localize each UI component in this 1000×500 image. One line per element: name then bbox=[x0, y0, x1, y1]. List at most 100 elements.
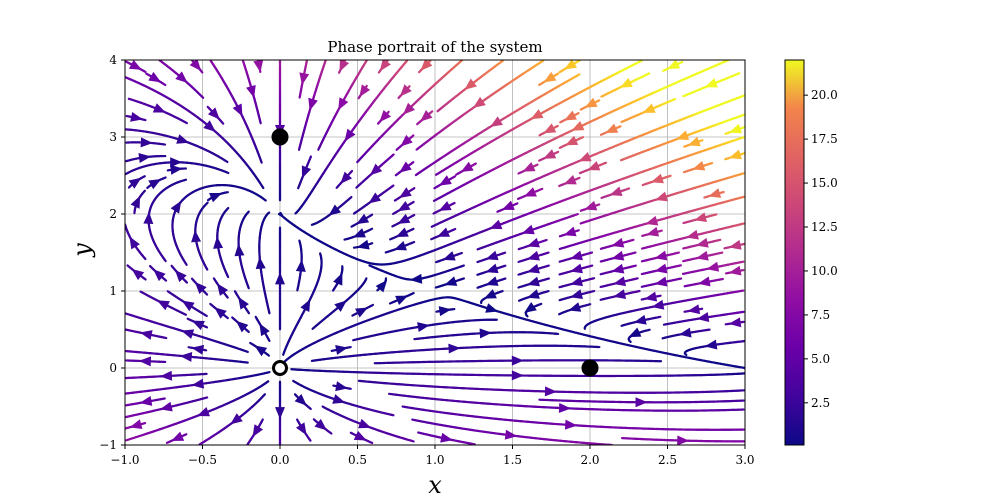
streamline-segment bbox=[350, 224, 354, 228]
streamline-arrow bbox=[511, 370, 524, 381]
streamline-arrow bbox=[333, 272, 343, 286]
streamline-arrow bbox=[255, 256, 266, 270]
streamline bbox=[432, 201, 456, 215]
streamline-arrow bbox=[655, 191, 668, 202]
streamline bbox=[387, 392, 745, 413]
streamline-arrow bbox=[490, 116, 503, 127]
streamline bbox=[282, 252, 323, 356]
streamline bbox=[213, 206, 230, 279]
streamline-segment bbox=[226, 206, 230, 210]
streamline-arrow bbox=[501, 200, 515, 210]
streamline bbox=[375, 277, 388, 293]
streamline bbox=[391, 213, 416, 228]
streamline-segment bbox=[558, 312, 562, 316]
streamline bbox=[350, 213, 374, 228]
streamline-arrow bbox=[527, 276, 540, 287]
streamline bbox=[331, 265, 344, 292]
streamline-arrow bbox=[355, 307, 368, 318]
streamline bbox=[433, 175, 457, 190]
streamline-segment bbox=[558, 184, 562, 188]
streamline-segment bbox=[352, 211, 357, 215]
streamline-arrow bbox=[645, 215, 659, 226]
streamline-segment bbox=[267, 211, 271, 215]
streamline bbox=[517, 289, 550, 302]
streamlines bbox=[125, 60, 745, 445]
streamline-arrow bbox=[485, 263, 499, 274]
streamline bbox=[517, 276, 550, 289]
streamline-segment bbox=[414, 173, 419, 177]
streamline bbox=[414, 73, 581, 177]
streamline-arrow bbox=[368, 192, 382, 204]
streamline-arrow bbox=[399, 161, 412, 173]
streamline-arrow bbox=[526, 289, 540, 299]
streamline bbox=[295, 239, 306, 292]
streamline-arrow bbox=[442, 251, 456, 261]
grid bbox=[124, 59, 746, 446]
streamline bbox=[343, 227, 374, 241]
streamline-arrow bbox=[568, 302, 582, 312]
streamline bbox=[234, 210, 250, 290]
streamline bbox=[290, 368, 745, 381]
streamline bbox=[599, 237, 635, 250]
streamline-arrow bbox=[356, 239, 370, 250]
streamline bbox=[558, 226, 580, 238]
streamline bbox=[356, 60, 464, 164]
streamline-segment bbox=[579, 209, 584, 212]
streamline-arrow bbox=[438, 306, 452, 317]
streamline-segment bbox=[455, 172, 459, 176]
streamline-arrow bbox=[275, 272, 285, 285]
streamline-arrow bbox=[570, 276, 583, 287]
streamline bbox=[558, 302, 592, 316]
streamline bbox=[558, 195, 745, 251]
streamline bbox=[434, 276, 466, 289]
streamline-segment bbox=[430, 224, 435, 228]
streamline bbox=[434, 60, 643, 176]
streamline-arrow bbox=[524, 301, 537, 313]
streamline-segment bbox=[516, 197, 521, 201]
streamline-arrow bbox=[613, 276, 627, 287]
streamline bbox=[352, 239, 374, 250]
streamline-arrow bbox=[578, 152, 592, 162]
streamline bbox=[393, 187, 416, 202]
streamline-arrow bbox=[460, 161, 474, 173]
streamline-arrow bbox=[521, 224, 535, 235]
streamline-segment bbox=[415, 147, 419, 151]
streamline bbox=[335, 169, 354, 189]
streamline-arrow bbox=[473, 96, 486, 108]
streamline-segment bbox=[525, 314, 529, 318]
streamline bbox=[476, 263, 507, 276]
streamline-arrow bbox=[523, 187, 537, 197]
streamline bbox=[416, 110, 434, 126]
streamline bbox=[599, 276, 639, 289]
streamline bbox=[558, 276, 596, 289]
streamline-segment bbox=[246, 210, 250, 214]
streamline-segment bbox=[434, 173, 439, 176]
streamline bbox=[430, 227, 457, 241]
streamline-arrow bbox=[395, 227, 409, 237]
streamline-arrow bbox=[563, 226, 577, 237]
streamline bbox=[278, 136, 745, 266]
streamline-segment bbox=[496, 210, 500, 213]
streamline-arrow bbox=[571, 121, 585, 131]
streamline-segment bbox=[394, 173, 398, 177]
streamline-segment bbox=[579, 221, 584, 225]
streamline-arrow bbox=[483, 289, 497, 299]
streamline bbox=[516, 187, 544, 201]
streamline-segment bbox=[393, 198, 398, 202]
streamline bbox=[311, 277, 368, 330]
streamline-arrow bbox=[409, 273, 423, 284]
streamline bbox=[373, 355, 663, 366]
streamline-segment bbox=[476, 260, 481, 264]
streamline-segment bbox=[476, 247, 481, 251]
streamline-arrow bbox=[375, 279, 388, 293]
chart-title: Phase portrait of the system bbox=[327, 38, 542, 56]
streamline bbox=[310, 343, 601, 362]
streamline-segment bbox=[335, 185, 339, 189]
streamline bbox=[435, 251, 463, 264]
streamline-segment bbox=[517, 260, 522, 263]
streamline-arrow bbox=[328, 204, 342, 216]
streamline-arrow bbox=[417, 322, 430, 332]
streamline-arrow bbox=[530, 109, 544, 120]
streamline-arrow bbox=[570, 263, 583, 274]
